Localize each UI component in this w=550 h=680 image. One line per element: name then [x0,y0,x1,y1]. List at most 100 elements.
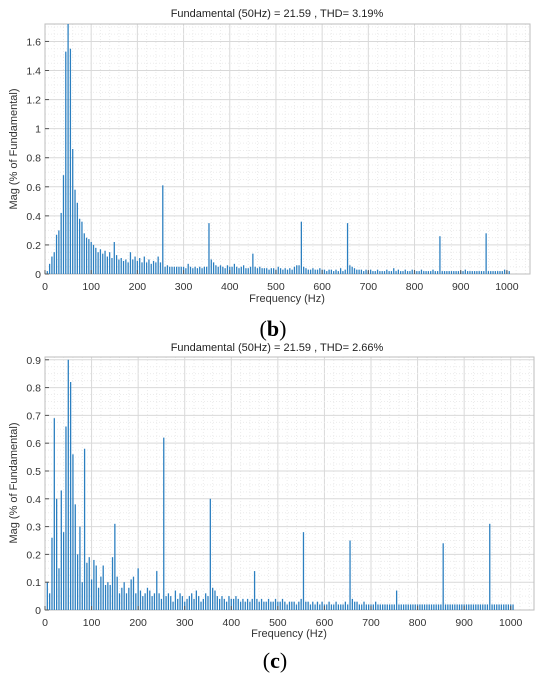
y-tick-label: 1.4 [26,66,41,78]
panel-b-ylabel: Mag (% of Fundamental) [8,88,20,209]
panel-b-bar [467,271,469,274]
panel-b-bar [46,271,48,274]
panel-b-bar [97,252,99,274]
panel-c-bar [493,604,496,610]
panel-c-bar [398,604,400,610]
panel-c-bar [228,596,230,610]
panel-c-bar [372,604,374,610]
panel-b-bar [328,269,330,274]
panel-b-bar [249,266,252,274]
panel-b-bar [222,266,224,274]
panel-b-bar [129,252,132,274]
panel-b-bar [185,268,187,274]
panel-c-bar [337,604,340,610]
panel-c-bar [225,601,228,610]
panel-c-bar [130,579,132,610]
panel-c-bar [256,598,258,610]
panel-b-bar [238,268,240,274]
panel-b-bar [99,249,102,274]
panel-c-bar [409,604,412,610]
panel-b-bar [180,266,182,274]
panel-b-bar [210,259,212,274]
panel-c-bar [419,604,421,610]
panel-c-bar [451,604,454,610]
panel-b-bar [471,271,473,274]
y-tick-label: 0.9 [26,355,41,367]
x-tick-label: 100 [82,281,100,293]
panel-b-bar [339,268,342,274]
panel-b-bar [450,271,453,274]
panel-b-bar [309,269,312,274]
panel-b-bar [346,223,349,274]
y-tick-label: 1.6 [26,36,41,48]
panel-c-bar [272,601,274,610]
panel-c-bar [125,593,128,610]
panel-b-bar [372,271,374,274]
panel-b-bar [226,265,229,274]
panel-c-bar [458,604,461,610]
panel-c-bar [433,604,435,610]
panel-c-bar [428,604,430,610]
panel-b-bar [358,269,360,274]
x-tick-label: 300 [175,281,193,293]
panel-b-bar [388,271,390,274]
panel-b-bar [273,268,275,274]
panel-c-bar [179,593,181,610]
panel-b-bar [48,263,51,274]
panel-b-bar [464,269,466,274]
panel-b-bar [333,271,335,274]
panel-c-bar [384,604,386,610]
panel-c-bar [319,604,321,610]
panel-c-bar [72,454,74,610]
y-tick-label: 0.3 [26,522,41,534]
panel-c-bar [361,604,363,610]
panel-b-label: (b) [260,316,287,341]
panel-c-bar [454,604,456,610]
panel-c-bar [456,604,458,610]
panel-b-bar [115,255,118,274]
panel-b-bar [261,268,263,274]
panel-c-bar [191,593,193,610]
y-tick-label: 0 [35,605,41,617]
panel-b-bar [330,269,333,274]
panel-c-plot-area [44,356,535,611]
panel-b-bar [157,256,159,274]
panel-b-bar [300,221,302,274]
panel-c-bar [116,576,118,610]
panel-b-bar [503,269,506,274]
panel-b-bar [201,268,203,274]
panel-c-bar [76,554,79,610]
panel-b-bar [127,262,129,274]
panel-c-bar [274,598,277,610]
panel-b-bar [141,262,143,274]
panel-c-bar [174,590,177,610]
y-tick-label: 0.6 [26,438,41,450]
panel-b-bar [208,223,210,274]
x-tick-label: 200 [129,617,147,629]
panel-b-bar [289,268,291,274]
panel-b-bar [120,258,122,274]
panel-b-bar [256,268,259,274]
panel-b-bar [65,51,67,275]
panel-c-bar [309,604,312,610]
panel-c-bar [489,523,491,610]
panel-b-bar [326,271,328,274]
panel-b-bar [303,266,305,274]
y-tick-label: 0.4 [26,211,41,223]
panel-b-bar [136,260,139,274]
panel-b-bar [453,271,455,274]
panel-b-bar [443,271,446,274]
panel-c-bar [221,596,223,610]
panel-b-bar [85,237,88,274]
panel-b-bar [125,259,127,274]
panel-c-bar [235,596,237,610]
panel-b-bar [111,258,113,274]
panel-b-bar [411,269,413,274]
y-tick-label: 1.2 [26,95,41,107]
panel-b-bar [277,266,279,274]
panel-c-bar [95,565,97,610]
panel-c-bar [165,596,167,610]
panel-b-bar [247,268,249,274]
panel-b-bar [335,269,337,274]
